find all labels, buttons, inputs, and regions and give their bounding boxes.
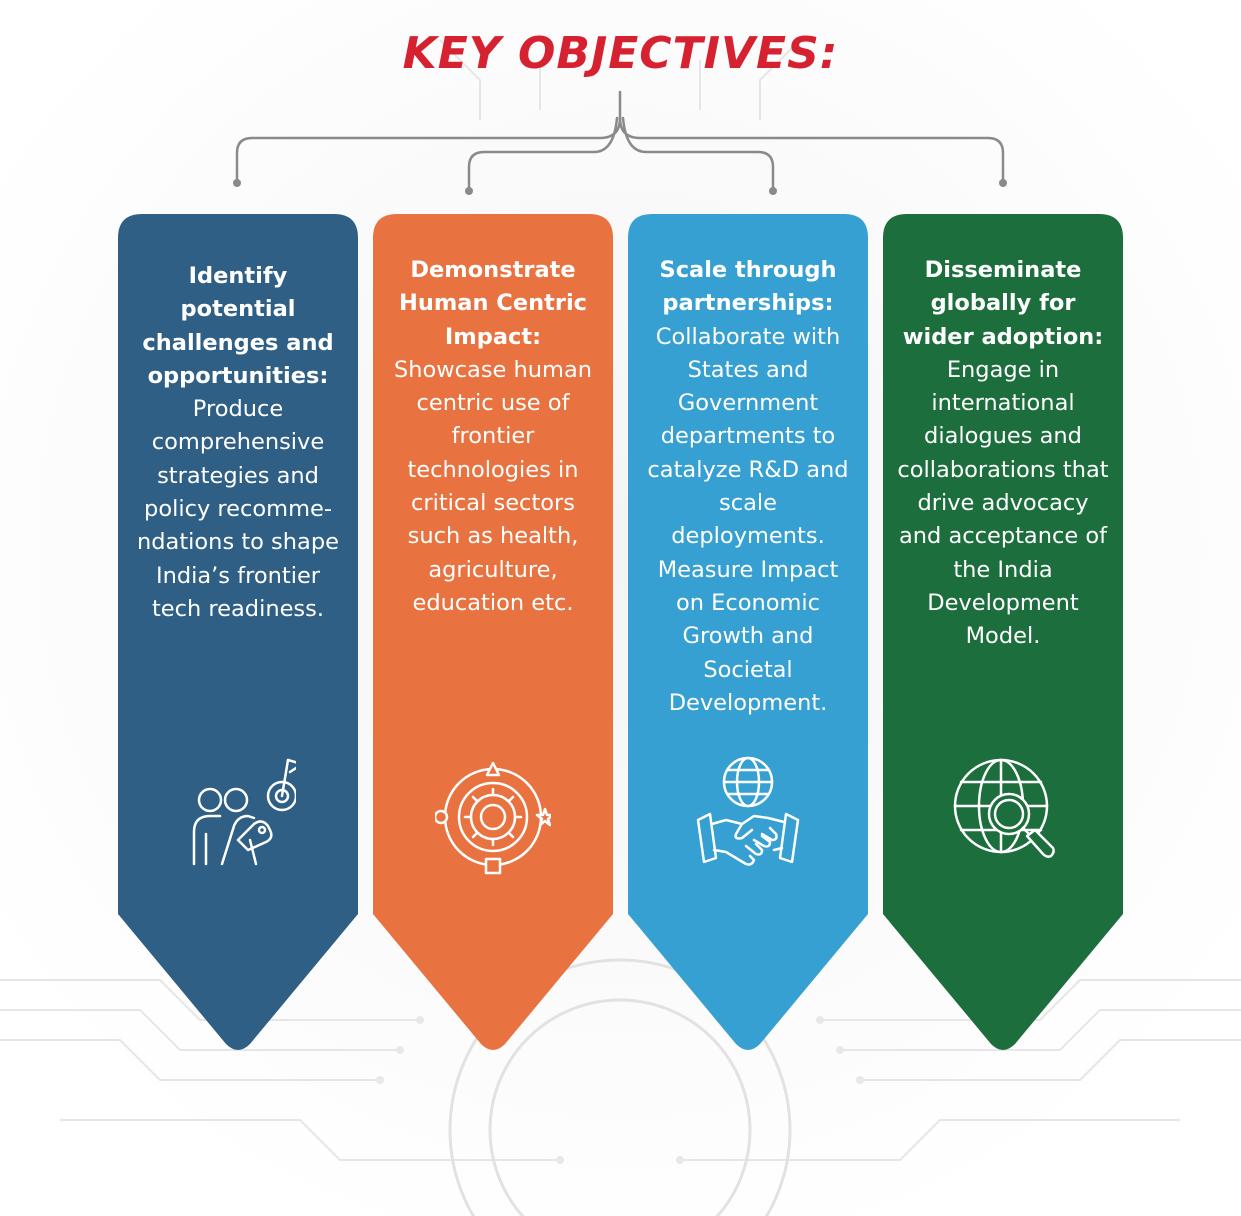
objective-heading: Scale through partnerships: <box>642 254 854 321</box>
objective-card-3: Scale through partnerships: Collaborate … <box>628 214 868 1052</box>
objective-heading: Demonstrate Human Centric Impact: <box>387 254 599 354</box>
objective-heading: Identify potential challenges and opport… <box>132 260 344 393</box>
objective-body: Collaborate with States and Government d… <box>642 321 854 721</box>
gear-shapes-icon <box>435 759 551 875</box>
objective-body: Showcase human centric use of frontier t… <box>387 354 599 620</box>
objective-card-4: Disseminate globally for wider adoption:… <box>883 214 1123 1052</box>
globe-magnifier-icon <box>945 754 1061 870</box>
globe-handshake-icon <box>690 754 806 870</box>
objective-body: Produce comprehensive strategies and pol… <box>132 393 344 626</box>
objective-heading: Disseminate globally for wider adoption: <box>897 254 1109 354</box>
objective-body: Engage in international dialogues and co… <box>897 354 1109 654</box>
bracket-connector <box>0 0 1241 220</box>
people-target-icon <box>180 754 296 870</box>
objective-card-2: Demonstrate Human Centric Impact: Showca… <box>373 214 613 1052</box>
objective-card-1: Identify potential challenges and opport… <box>118 214 358 1052</box>
